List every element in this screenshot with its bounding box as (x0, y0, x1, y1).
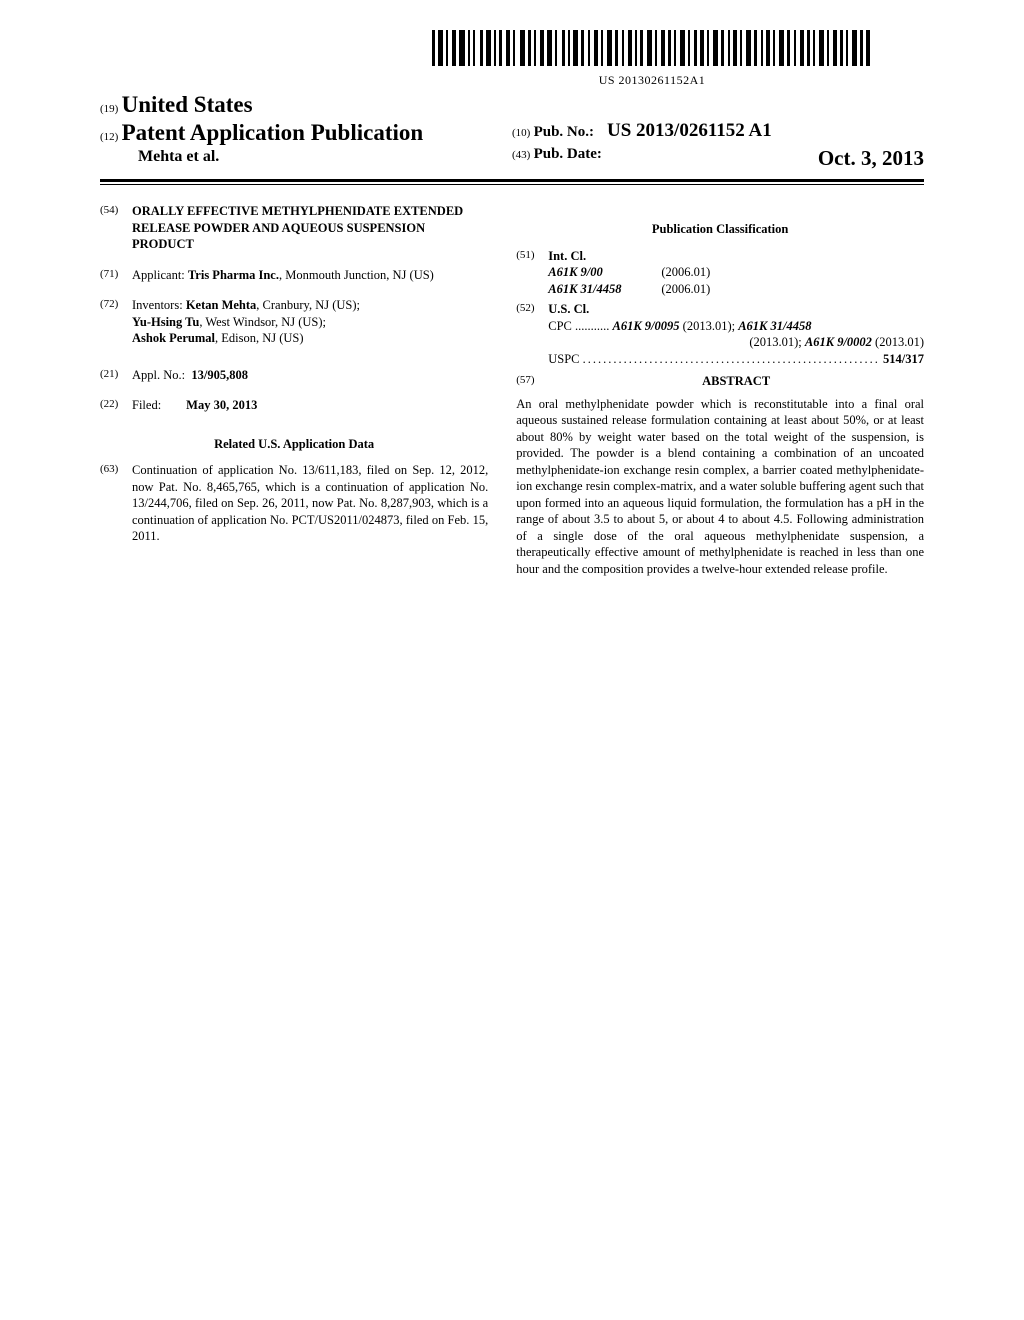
filed-label: Filed: (132, 398, 161, 412)
intcl-code: (51) (516, 248, 548, 298)
continuation-code: (63) (100, 462, 132, 545)
barcode-text: US 20130261152A1 (380, 73, 924, 88)
right-column: Publication Classification (51) Int. Cl.… (516, 203, 924, 577)
barcode-graphic (432, 30, 872, 66)
pubtype-code: (12) (100, 131, 118, 143)
pubdate-label: Pub. Date: (534, 146, 602, 162)
cpc-code: A61K 9/0095 (613, 319, 680, 333)
cpc-year: (2013.01); (680, 319, 739, 333)
cpc-code: A61K 31/4458 (738, 319, 811, 333)
abstract-text: An oral methylphenidate powder which is … (516, 396, 924, 578)
pubtype-text: Patent Application Publication (122, 120, 424, 145)
pubdate-code: (43) (512, 149, 530, 161)
inventors-label: Inventors: (132, 298, 183, 312)
inventor-name: Ashok Perumal (132, 331, 215, 345)
uspc-dots: ........................................… (583, 351, 880, 368)
related-heading: Related U.S. Application Data (100, 436, 488, 453)
pubclass-heading: Publication Classification (516, 221, 924, 238)
pubno-code: (10) (512, 127, 530, 139)
abstract-heading: ABSTRACT (548, 373, 924, 390)
inventors-code: (72) (100, 297, 132, 347)
uspc-value: 514/317 (883, 351, 924, 368)
applicant-location: , Monmouth Junction, NJ (US) (279, 268, 434, 282)
left-column: (54) ORALLY EFFECTIVE METHYLPHENIDATE EX… (100, 203, 488, 577)
intcl-item-year: (2006.01) (661, 264, 710, 281)
applicant-label: Applicant: (132, 268, 185, 282)
intcl-item-year: (2006.01) (661, 281, 710, 298)
divider-thick (100, 179, 924, 182)
inventor-location: , Edison, NJ (US) (215, 331, 304, 345)
header-authors: Mehta et al. (138, 148, 512, 166)
cpc-year: (2013.01); (749, 335, 805, 349)
cpc-year: (2013.01) (872, 335, 924, 349)
filed-value: May 30, 2013 (186, 398, 257, 412)
abstract-code: (57) (516, 373, 548, 394)
title-code: (54) (100, 203, 132, 253)
country-name: United States (122, 92, 253, 117)
applno-value: 13/905,808 (191, 368, 248, 382)
pubno-value: US 2013/0261152 A1 (607, 120, 772, 141)
divider-thin (100, 184, 924, 185)
inventor-location: , West Windsor, NJ (US); (199, 315, 326, 329)
intcl-item-code: A61K 9/00 (548, 264, 658, 281)
invention-title: ORALLY EFFECTIVE METHYLPHENIDATE EXTENDE… (132, 203, 488, 253)
applno-label: Appl. No.: (132, 368, 185, 382)
filed-code: (22) (100, 397, 132, 414)
applno-code: (21) (100, 367, 132, 384)
cpc-label: CPC (548, 319, 572, 333)
pubdate-value: Oct. 3, 2013 (818, 146, 924, 171)
applicant-name: Tris Pharma Inc. (188, 268, 279, 282)
country-code: (19) (100, 103, 118, 115)
barcode-block: US 20130261152A1 (380, 30, 924, 88)
uspc-label: USPC (548, 351, 579, 368)
inventor-name: Yu-Hsing Tu (132, 315, 199, 329)
inventor-location: , Cranbury, NJ (US); (256, 298, 360, 312)
header: (19) United States (12) Patent Applicati… (100, 92, 924, 171)
continuation-text: Continuation of application No. 13/611,1… (132, 462, 488, 545)
cpc-code: A61K 9/0002 (805, 335, 872, 349)
applicant-code: (71) (100, 267, 132, 284)
intcl-item-code: A61K 31/4458 (548, 281, 658, 298)
inventor-name: Ketan Mehta (186, 298, 256, 312)
intcl-label: Int. Cl. (548, 248, 924, 265)
uscl-label: U.S. Cl. (548, 301, 924, 318)
uscl-code: (52) (516, 301, 548, 367)
pubno-label: Pub. No.: (534, 124, 594, 140)
